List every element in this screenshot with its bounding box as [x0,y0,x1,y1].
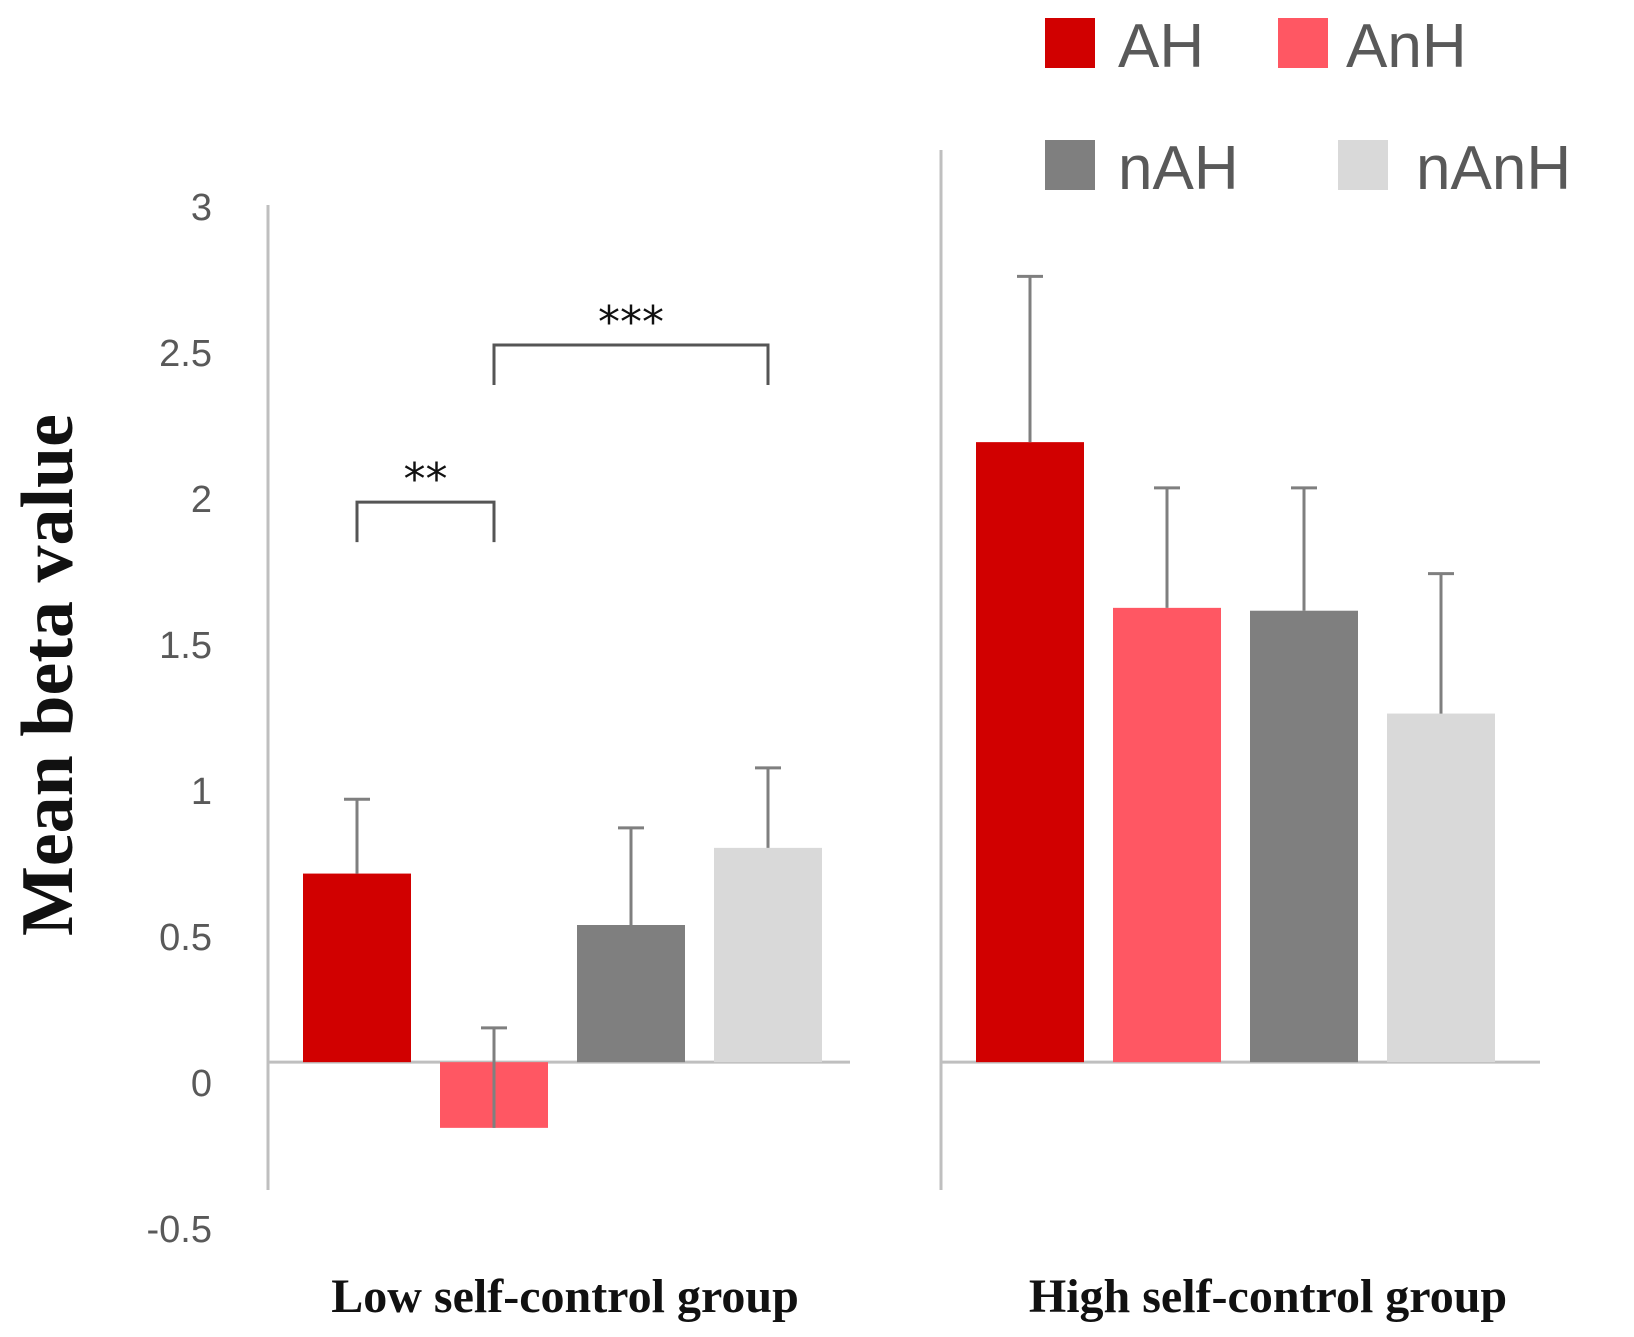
y-tick-label: 2 [191,479,212,521]
legend-label-ah: AH [1118,12,1204,81]
y-axis-label: Mean beta value [7,414,89,936]
error-bars [344,274,1454,1128]
significance-label-triple: *** [598,297,664,348]
legend-swatch-ah [1045,18,1095,68]
y-tick-label: 3 [191,187,212,229]
legend: AH AnH nAH nAnH [1045,12,1571,203]
y-tick-label: 0.5 [159,917,212,959]
legend-swatch-nah [1045,140,1095,190]
legend-label-nah: nAH [1118,134,1239,203]
bar-ah-high [976,442,1084,1063]
bar-nanh-low [714,847,822,1063]
bar-nanh-high [1387,713,1495,1063]
y-tick-label: 2.5 [159,333,212,375]
y-tick-label: 0 [191,1063,212,1105]
legend-label-nanh: nAnH [1416,134,1571,203]
group-label-high: High self-control group [1029,1270,1507,1323]
bars [303,442,1495,1128]
y-tick-label: 1.5 [159,625,212,667]
legend-label-anh: AnH [1346,12,1467,81]
y-tick-label: -0.5 [147,1209,212,1251]
significance-annotations: ** *** [355,297,770,543]
group-label-low: Low self-control group [331,1270,799,1323]
significance-bracket-triple [492,343,770,385]
y-tick-label: 1 [191,771,212,813]
bar-nah-low [577,925,685,1063]
y-axis-ticks: 3 2.5 2 1.5 1 0.5 0 -0.5 [147,187,212,1251]
legend-swatch-nanh [1338,140,1388,190]
bar-nah-high [1250,610,1358,1063]
bar-anh-high [1113,607,1221,1063]
legend-swatch-anh [1278,18,1328,68]
significance-label-double: ** [404,454,448,505]
bar-ah-low [303,873,411,1063]
significance-bracket-double [355,500,496,543]
